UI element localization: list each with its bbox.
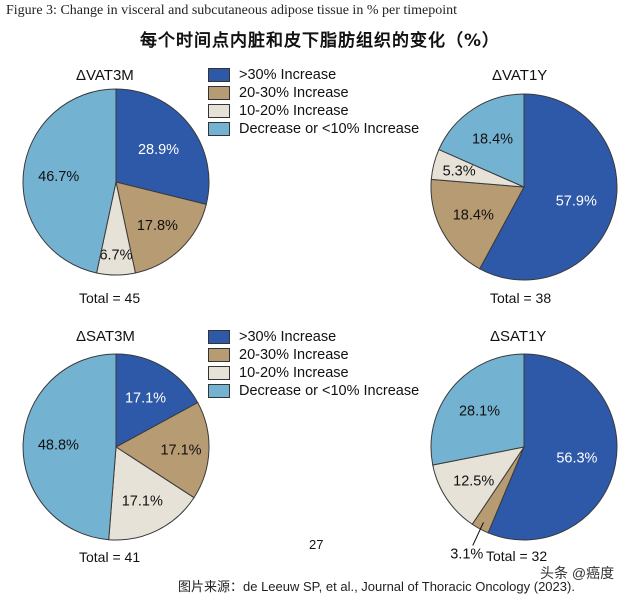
- pie-slice: [115, 88, 210, 206]
- pie-slice: [115, 181, 207, 274]
- pie-slice-label: 46.7%: [38, 169, 79, 185]
- pie-slice-label: 3.1%: [450, 547, 483, 563]
- legend-label: 10-20% Increase: [239, 365, 349, 381]
- figure-caption: Figure 3: Change in visceral and subcuta…: [6, 3, 458, 18]
- pie-slice: [115, 353, 199, 448]
- legend-label: >30% Increase: [239, 67, 337, 83]
- watermark-text: 头条 @癌度: [540, 565, 615, 581]
- pie-slice: [487, 353, 618, 541]
- pie-slice-label: 57.9%: [556, 193, 597, 209]
- legend-swatch: [208, 384, 230, 398]
- legend-item: 10-20% Increase: [208, 102, 419, 120]
- total-label-vat1y: Total = 38: [490, 290, 552, 306]
- legend-item: 20-30% Increase: [208, 84, 419, 102]
- pie-slice: [430, 178, 525, 270]
- pie-title-vat3m: ΔVAT3M: [76, 67, 134, 84]
- pie-chart-vat3m: 28.9% 17.8% 6.7% 46.7%: [22, 88, 210, 276]
- legend-label: >30% Increase: [239, 329, 337, 345]
- legend-label: 20-30% Increase: [239, 85, 349, 101]
- pie-slice: [115, 401, 210, 499]
- pie-chart-vat1y: 57.9% 18.4% 5.3% 18.4%: [430, 93, 618, 281]
- legend-item: 10-20% Increase: [208, 364, 419, 382]
- pie-slice-label: 5.3%: [443, 164, 476, 180]
- legend-label: 20-30% Increase: [239, 347, 349, 363]
- main-title: 每个时间点内脏和皮下脂肪组织的变化（%）: [139, 31, 501, 51]
- legend-top: >30% Increase 20-30% Increase 10-20% Inc…: [208, 66, 419, 138]
- total-label-sat1y: Total = 32: [486, 548, 548, 564]
- pie-slice: [432, 446, 526, 525]
- legend-item: >30% Increase: [208, 66, 419, 84]
- pie-slice-label: 12.5%: [453, 474, 494, 490]
- pie-chart-sat3m: 17.1% 17.1% 17.1% 48.8%: [22, 353, 210, 541]
- pie-slice-label: 17.1%: [122, 493, 163, 509]
- pie-slice-label: 17.8%: [137, 218, 178, 234]
- pie-slice: [108, 446, 195, 541]
- pie-slice-label: 28.1%: [459, 403, 500, 419]
- legend-swatch: [208, 348, 230, 362]
- legend-label: 10-20% Increase: [239, 103, 349, 119]
- pie-chart-sat1y: 56.3% 3.1% 12.5% 28.1%: [430, 353, 618, 563]
- legend-label: Decrease or <10% Increase: [239, 383, 420, 399]
- legend-label: Decrease or <10% Increase: [239, 121, 420, 137]
- legend-swatch: [208, 104, 230, 118]
- legend-swatch: [208, 330, 230, 344]
- pie-slice-label: 48.8%: [38, 438, 79, 454]
- legend-item: 20-30% Increase: [208, 346, 419, 364]
- pie-slice-label: 56.3%: [556, 451, 597, 467]
- total-label-sat3m: Total = 41: [79, 549, 141, 565]
- pie-slice: [479, 93, 618, 281]
- pie-slice: [430, 353, 525, 466]
- pie-slice-label: 17.1%: [125, 390, 166, 406]
- pie-title-vat1y: ΔVAT1Y: [492, 67, 548, 84]
- pie-slice-label: 6.7%: [99, 248, 132, 264]
- legend-swatch: [208, 366, 230, 380]
- legend-swatch: [208, 122, 230, 136]
- pie-title-sat3m: ΔSAT3M: [76, 328, 135, 345]
- pie-slice-label: 18.4%: [472, 132, 513, 148]
- pie-title-sat1y: ΔSAT1Y: [490, 328, 547, 345]
- pie-slice-label: 28.9%: [138, 142, 179, 158]
- legend-item: >30% Increase: [208, 328, 419, 346]
- pie-slice-label: 17.1%: [160, 443, 201, 459]
- legend-item: Decrease or <10% Increase: [208, 120, 419, 138]
- pie-leader-line: [472, 522, 484, 546]
- pie-slice-label: 18.4%: [453, 208, 494, 224]
- total-label-vat3m: Total = 45: [79, 290, 141, 306]
- legend-item: Decrease or <10% Increase: [208, 382, 419, 400]
- pie-slice: [22, 353, 117, 541]
- pie-slice: [22, 88, 117, 274]
- legend-swatch: [208, 86, 230, 100]
- pie-slice: [438, 93, 525, 188]
- legend-bottom: >30% Increase 20-30% Increase 10-20% Inc…: [208, 328, 419, 400]
- legend-swatch: [208, 68, 230, 82]
- source-citation: 图片来源：de Leeuw SP, et al., Journal of Tho…: [178, 579, 575, 594]
- page-number: 27: [309, 537, 324, 552]
